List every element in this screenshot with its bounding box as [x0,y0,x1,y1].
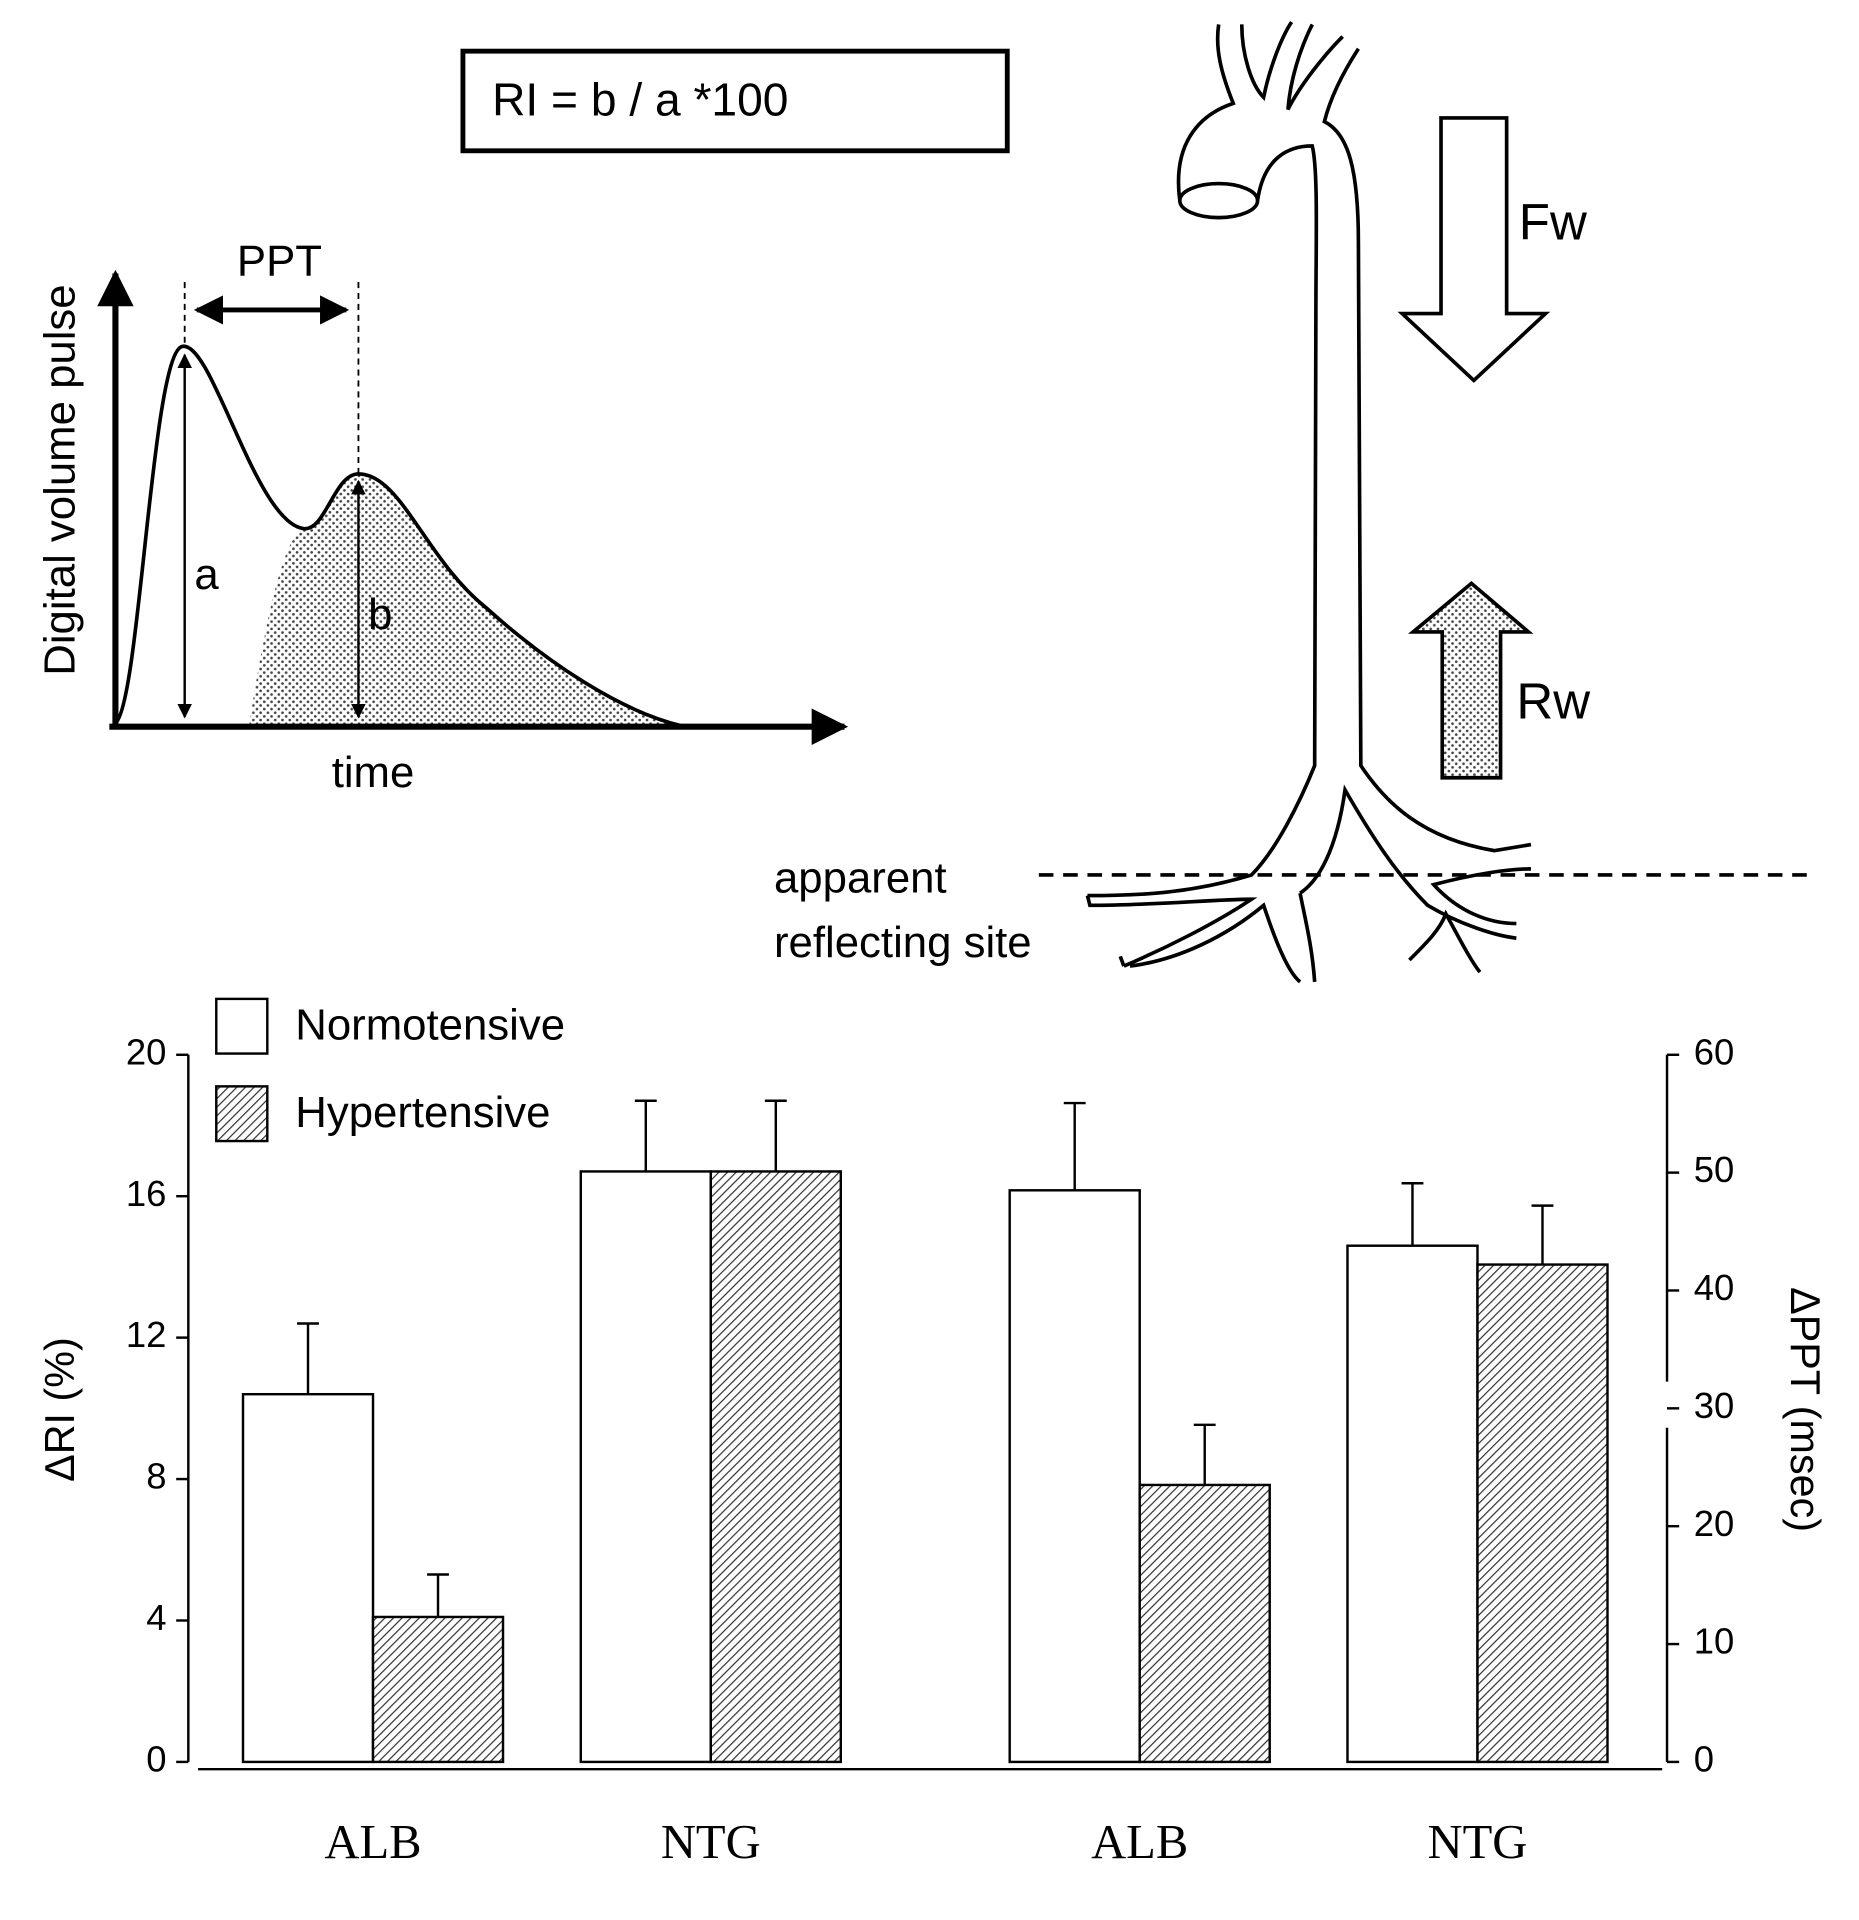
y2-tick-label: 30 [1694,1385,1735,1426]
bar [241,1392,375,1764]
y-tick-label: 20 [126,1031,167,1072]
fw-label: Fw [1519,194,1587,251]
aorta [1085,20,1532,984]
y2-tick-label: 10 [1694,1621,1735,1662]
x-tick-label: ALB [1091,1815,1188,1869]
bar [1008,1189,1141,1764]
site-label: reflecting site [774,918,1032,967]
y2-tick-label: 40 [1694,1267,1735,1308]
reflected-area [249,473,681,726]
reflected-arrow [1408,580,1534,780]
bar [709,1170,843,1764]
site-label: apparent [774,854,947,903]
bar [1138,1483,1271,1764]
y2-tick-label: 60 [1694,1031,1735,1072]
y2-tick-label: 50 [1694,1149,1735,1190]
x-tick-label: NTG [1428,1815,1528,1869]
pulse-x-label: time [332,748,415,797]
y-tick-label: 16 [126,1173,167,1214]
b-label: b [368,590,392,639]
bar [1346,1244,1479,1764]
y2-tick-label: 0 [1694,1739,1714,1780]
legend-swatch [215,997,269,1055]
rw-label: Rw [1516,672,1590,729]
y-tick-label: 12 [126,1314,167,1355]
pulse-y-label: Digital volume pulse [36,284,85,675]
bar [371,1615,505,1764]
y2-axis-label: ΔPPT (msec) [1782,1287,1828,1532]
x-tick-label: ALB [324,1815,421,1869]
pulse-curve [114,344,681,728]
y2-tick-label: 20 [1694,1503,1735,1544]
bar [1476,1263,1609,1764]
ppt-label: PPT [237,236,322,285]
y-axis-label: ΔRI (%) [37,1337,83,1482]
formula-box [460,48,1010,154]
legend-swatch [215,1085,269,1143]
y-tick-label: 4 [146,1597,166,1638]
legend-label: Normotensive [295,1001,565,1050]
legend-label: Hypertensive [295,1088,550,1137]
forward-arrow [1397,116,1551,383]
x-tick-label: NTG [661,1815,761,1869]
a-label: a [194,550,219,599]
y-tick-label: 8 [146,1456,166,1497]
formula: RI = b / a *100 [492,74,788,126]
bar [579,1170,713,1764]
y-tick-label: 0 [146,1739,166,1780]
